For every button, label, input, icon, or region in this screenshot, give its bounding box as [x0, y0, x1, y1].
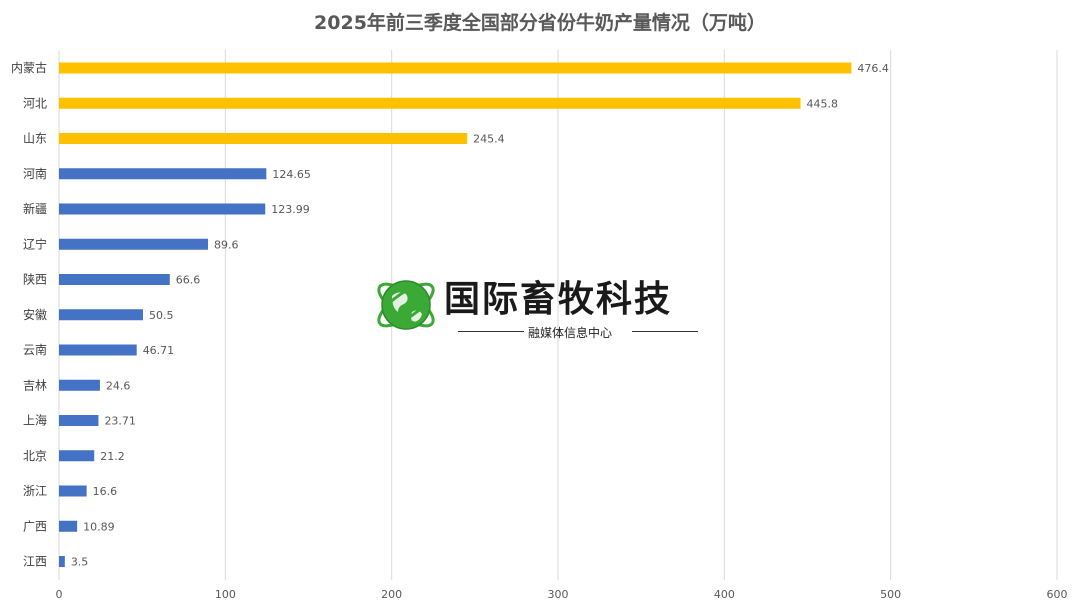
value-label: 66.6 [176, 274, 201, 287]
watermark-subtitle: 融媒体信息中心 [528, 326, 613, 340]
category-label: 河南 [23, 166, 47, 181]
globe-icon [377, 280, 435, 330]
value-label: 89.6 [214, 238, 239, 251]
bar [59, 556, 65, 567]
value-label: 476.4 [857, 62, 889, 75]
bar [59, 203, 266, 215]
category-label: 安徽 [23, 307, 47, 322]
category-label: 浙江 [23, 484, 47, 498]
bar [59, 450, 95, 462]
bar [59, 274, 170, 285]
bar [59, 97, 801, 109]
bar [59, 62, 852, 74]
value-label: 24.6 [106, 379, 131, 392]
value-label: 245.4 [473, 133, 505, 146]
bar [59, 415, 99, 426]
value-label: 50.5 [149, 309, 174, 322]
value-label: 10.89 [83, 520, 115, 533]
bar [59, 379, 100, 391]
x-tick-label: 300 [548, 588, 569, 601]
watermark-name: 国际畜牧科技 [444, 279, 673, 320]
category-label: 山东 [23, 132, 47, 146]
value-label: 3.5 [71, 556, 89, 569]
category-label: 辽宁 [23, 236, 47, 251]
value-label: 16.6 [93, 485, 118, 498]
bar [59, 168, 267, 180]
category-label: 新疆 [23, 201, 47, 216]
x-tick-label: 100 [215, 588, 236, 601]
value-label: 21.2 [100, 450, 125, 463]
bar [59, 309, 143, 321]
category-label: 江西 [23, 555, 47, 569]
bars [59, 62, 852, 567]
bar [59, 485, 87, 497]
value-label: 445.8 [807, 97, 839, 110]
chart-title: 2025年前三季度全国部分省份牛奶产量情况（万吨） [314, 12, 766, 34]
category-label: 云南 [23, 342, 47, 357]
x-tick-label: 200 [381, 588, 402, 601]
bar [59, 133, 468, 144]
category-label: 内蒙古 [11, 60, 47, 75]
category-label: 吉林 [23, 378, 47, 392]
category-label: 河北 [23, 96, 47, 110]
x-tick-label: 600 [1047, 588, 1068, 601]
value-label: 123.99 [271, 203, 310, 216]
bar [59, 344, 137, 356]
category-label: 陕西 [23, 272, 47, 287]
x-tick-label: 500 [880, 588, 901, 601]
category-label: 北京 [23, 449, 47, 463]
category-label: 广西 [23, 519, 47, 533]
bar [59, 238, 209, 250]
x-tick-label: 400 [714, 588, 735, 601]
watermark-logo: 国际畜牧科技 融媒体信息中心 [372, 268, 712, 348]
bar [59, 520, 78, 532]
x-tick-label: 0 [56, 588, 63, 601]
value-label: 46.71 [143, 344, 175, 357]
watermark-rule-right [632, 331, 698, 332]
value-label: 23.71 [104, 415, 135, 428]
watermark-rule-left [458, 331, 524, 332]
category-label: 上海 [23, 413, 47, 428]
value-labels: 476.4 445.8 245.4 124.65 123.99 89.6 66.6 50.5 4… [71, 62, 889, 569]
value-label: 124.65 [272, 168, 311, 181]
x-axis-ticks: 0 100 200 300 400 500 600 [56, 588, 1068, 601]
